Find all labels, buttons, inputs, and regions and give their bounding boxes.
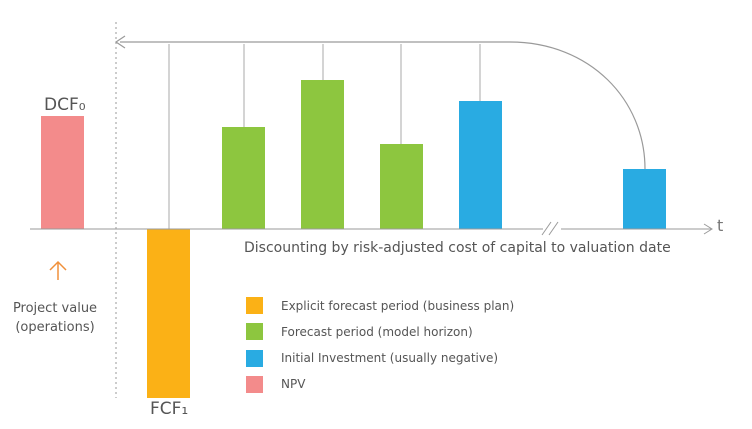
npv-bar (41, 116, 84, 229)
legend-label: NPV (281, 377, 306, 392)
legend-swatch (246, 375, 263, 393)
discount-curve (120, 41, 646, 170)
legend-label: Initial Investment (usually negative) (281, 351, 499, 366)
fcf1-bar (147, 229, 190, 398)
fcf1-label: FCF₁ (150, 399, 189, 419)
forecast-bar (380, 144, 423, 229)
arrow-up-icon (49, 260, 67, 280)
legend-label: Forecast period (model horizon) (281, 324, 473, 339)
t-axis-label: t (717, 216, 724, 235)
axis-break-icon (541, 221, 561, 237)
forecast-bar (301, 80, 344, 229)
time-axis-arrowhead (703, 223, 713, 235)
legend-item-forecast-period: Forecast period (model horizon) (246, 322, 514, 341)
legend-swatch (246, 349, 263, 367)
investment-bar (459, 101, 502, 229)
legend-item-explicit-forecast: Explicit forecast period (business plan) (246, 296, 514, 315)
legend-swatch (246, 297, 263, 314)
dcf0-label: DCF₀ (44, 95, 86, 115)
project-value-label: Project value (operations) (12, 301, 98, 335)
legend-label: Explicit forecast period (business plan) (281, 298, 515, 313)
legend-item-initial-investment: Initial Investment (usually negative) (246, 349, 514, 368)
legend: Explicit forecast period (business plan)… (246, 296, 514, 401)
forecast-bar (222, 127, 265, 229)
legend-swatch (246, 323, 263, 341)
discount-arrowhead (114, 35, 126, 49)
investment-bar (623, 169, 666, 229)
discounting-caption: Discounting by risk-adjusted cost of cap… (244, 240, 671, 256)
legend-item-npv: NPV (246, 375, 514, 394)
